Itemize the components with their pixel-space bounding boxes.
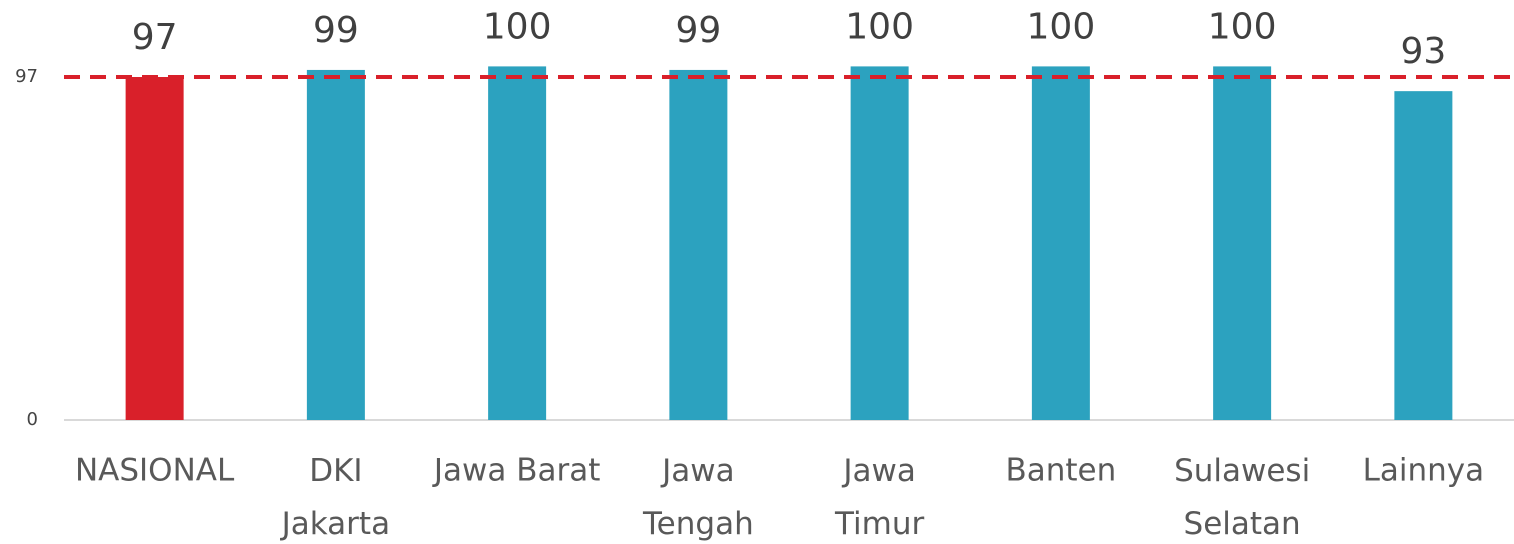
x-tick-label: Jawa Timur xyxy=(834,453,924,542)
value-label: 100 xyxy=(1027,6,1096,47)
x-tick-label: Sulawesi Selatan xyxy=(1174,453,1310,542)
value-label: 99 xyxy=(675,10,721,51)
bar xyxy=(850,66,909,421)
x-tick-label: Jawa Tengah xyxy=(642,453,754,542)
x-tick-label: Jawa Barat xyxy=(432,453,601,489)
x-tick-label: Lainnya xyxy=(1363,453,1485,489)
x-tick-label: Banten xyxy=(1005,453,1116,489)
value-label: 93 xyxy=(1400,31,1446,72)
x-tick-label: NASIONAL xyxy=(75,453,235,489)
value-label: 100 xyxy=(1208,6,1277,47)
bar xyxy=(306,69,365,420)
bar xyxy=(1031,66,1090,421)
bar xyxy=(669,69,728,420)
value-label: 97 xyxy=(132,17,178,58)
bar xyxy=(125,77,184,421)
y-tick-label: 0 xyxy=(27,409,38,430)
y-tick-label: 97 xyxy=(15,66,38,87)
bar xyxy=(1394,91,1453,420)
bar xyxy=(488,66,547,421)
x-tick-label: DKI Jakarta xyxy=(280,453,390,542)
value-label: 100 xyxy=(483,6,552,47)
value-label: 99 xyxy=(313,10,359,51)
bar xyxy=(1213,66,1272,421)
value-label: 100 xyxy=(845,6,914,47)
